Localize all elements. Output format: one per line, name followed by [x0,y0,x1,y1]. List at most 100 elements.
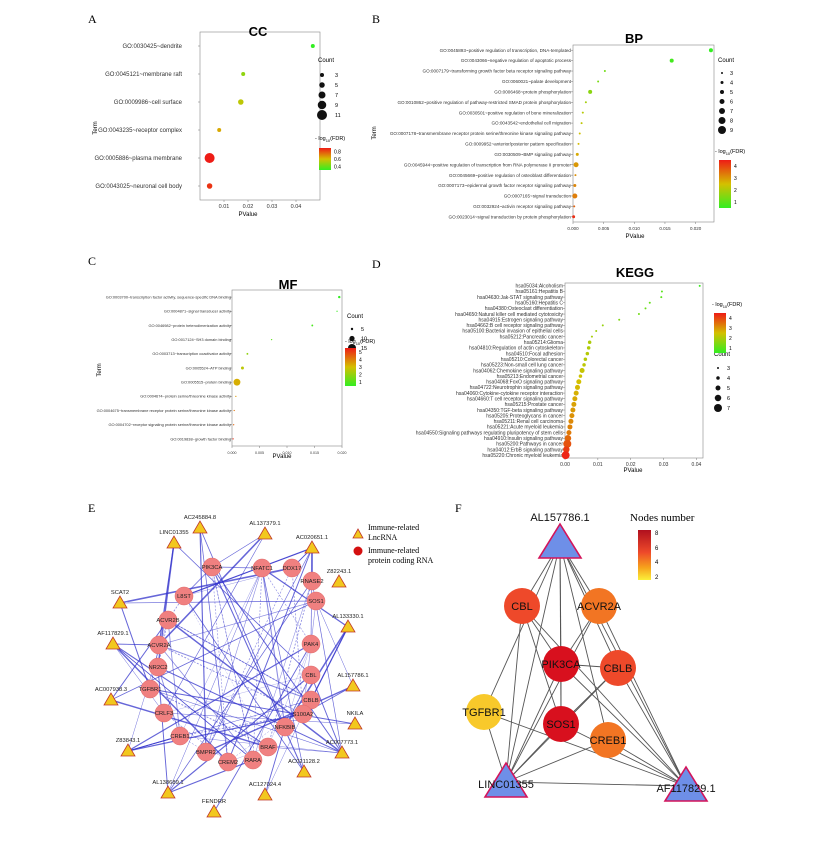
network-e-edge [158,644,312,701]
data-point [233,409,235,412]
data-point [235,395,237,398]
network-e-edge [183,595,305,773]
data-point [574,384,580,390]
x-tick-label: 0.03 [267,204,278,210]
term-label: hsa05211:Renal cell carcinoma [494,419,564,425]
nodes-number-colorbar [638,530,651,580]
term-label: hsa04722:Neurotrophin signaling pathway [470,385,564,391]
network-e-edge [157,666,181,737]
network-f-circle-node [581,588,617,624]
network-e-pc-label: TGFBR1 [139,687,162,693]
x-tick-label: 0.02 [626,462,636,468]
network-e-lnc-label: SCAT2 [111,590,129,596]
term-label: GO:0043542~endothelial cell migration [491,121,571,126]
data-point [660,290,663,293]
fdr-legend-label: 3 [734,176,737,182]
network-e-lnc-node [257,787,273,801]
count-legend-label: 5 [335,83,338,89]
network-e-edge [213,643,312,813]
chart-cc: CC PValue Term 0.01 0.02 0.03 0.04 GO:0030425~d… [93,24,345,218]
network-f-edge [560,663,687,787]
legend-lnc-label-2: LncRNA [368,533,398,542]
term-label: GO:0043235~receptor complex [98,128,182,134]
network-e-edge [205,685,354,753]
x-axis-label: PValue [626,234,646,240]
x-tick-label: 0.00 [560,462,570,468]
fdr-legend-label: 3 [359,365,362,371]
data-point [583,357,588,361]
y-axis-label: Term [93,121,99,134]
network-e-lnc-label: FENDRR [202,799,226,805]
network-e-lnc-node [120,743,136,757]
plot-frame [564,282,704,459]
term-label: GO:0043066~negative regulation of apopto… [461,58,572,63]
data-point [637,313,640,316]
plot-frame [572,44,715,223]
fdr-legend-label: 2 [359,373,362,379]
count-legend-dot [350,327,354,331]
term-label: hsa04910:Insulin signaling pathway [484,436,563,442]
term-label: hsa05212:Pancreatic cancer [500,334,564,340]
network-e-lnc-label: NKILA [347,711,364,717]
network-e-edge [167,619,181,737]
network-f-node-label: SOS1 [546,719,575,731]
count-legend-dot [719,99,725,104]
network-e-lnc-node [334,745,350,759]
network-e-pc-node [148,657,168,677]
x-tick-label: 0.005 [255,451,264,455]
data-point [578,132,581,135]
network-e-pc-label: NR2C2 [148,665,167,671]
term-label: hsa04630:Jak-STAT signaling pathway [477,295,563,301]
data-point [660,296,663,299]
network-e-lnc-label: AC127024.4 [249,782,282,788]
network-e-nodes: PIK3CA NFATC1 DDX17 RNASE2 SOS1 PAK4 CBL CBLB S1… [95,515,369,818]
data-point [204,153,215,163]
term-label: GO:0045893~positive regulation of transc… [440,48,572,53]
network-e-edge [183,547,313,597]
term-label: GO:0004674~protein serine/threonine kina… [140,394,231,399]
network-e-lnc-label: AC245884.8 [184,515,216,521]
network-e-edge [284,674,312,728]
network-e-edge [183,595,269,748]
count-legend-label: 7 [727,406,730,412]
network-e-lnc-node [192,520,208,534]
count-legend-label: 4 [727,376,730,382]
network-e-edge [110,619,169,701]
term-label: GO:0045669~positive regulation of osteob… [449,173,572,178]
data-point [601,324,604,327]
network-e-lnc-label: AC021128.2 [288,759,320,765]
term-label: GO:0004702~receptor signaling protein se… [108,422,231,427]
fdr-legend-label: 0.6 [334,157,341,163]
term-label: GO:0009986~cell surface [114,100,183,106]
fdr-legend-label: 4 [729,316,732,322]
network-e-lnc-node [166,535,182,549]
data-point [581,111,584,114]
network-e-pc-label: ACVR2B [156,618,179,624]
network-e-lnc-label: AF117829.1 [97,631,128,637]
term-label: GO:0032924~activin receptor signaling pa… [473,204,572,209]
x-tick-label: 0.020 [690,226,702,231]
term-label: GO:0004675~transmembrane receptor protei… [97,408,231,413]
chart-bp: BP PValue Term 0.000 0.005 0.010 0.015 0.020 GO:… [372,31,745,240]
count-legend-label: 7 [335,93,338,99]
count-legend-label: 9 [730,128,733,134]
network-e-edge [158,600,317,646]
network-e-pc-node [302,571,322,591]
data-point [618,318,621,321]
term-label: hsa04350:TGF-beta signaling pathway [477,408,563,414]
chart-kegg: KEGG PValue 0.00 0.01 0.02 0.03 0.04 hsa05034:A… [416,265,743,474]
x-tick-label: 0.015 [659,226,671,231]
data-point [573,390,579,396]
count-legend-label: 15 [361,346,367,352]
network-f-nodes: AL157786.1 CBL ACVR2A PIK3CA CBLB TGFBR1 SOS1 C… [462,512,716,802]
count-legend-dot [714,404,722,412]
network-f-node-label: PIK3CA [541,659,581,671]
term-label: hsa04662:B cell receptor signaling pathw… [467,323,564,329]
fdr-legend-label: 3 [729,326,732,332]
network-e-edge [112,643,165,714]
network-f-edge [505,605,523,783]
network-e-pc-label: BRAF [260,745,276,751]
network-e-lnc-node [347,716,363,730]
network-e-pc-label: L8ST [177,594,191,600]
